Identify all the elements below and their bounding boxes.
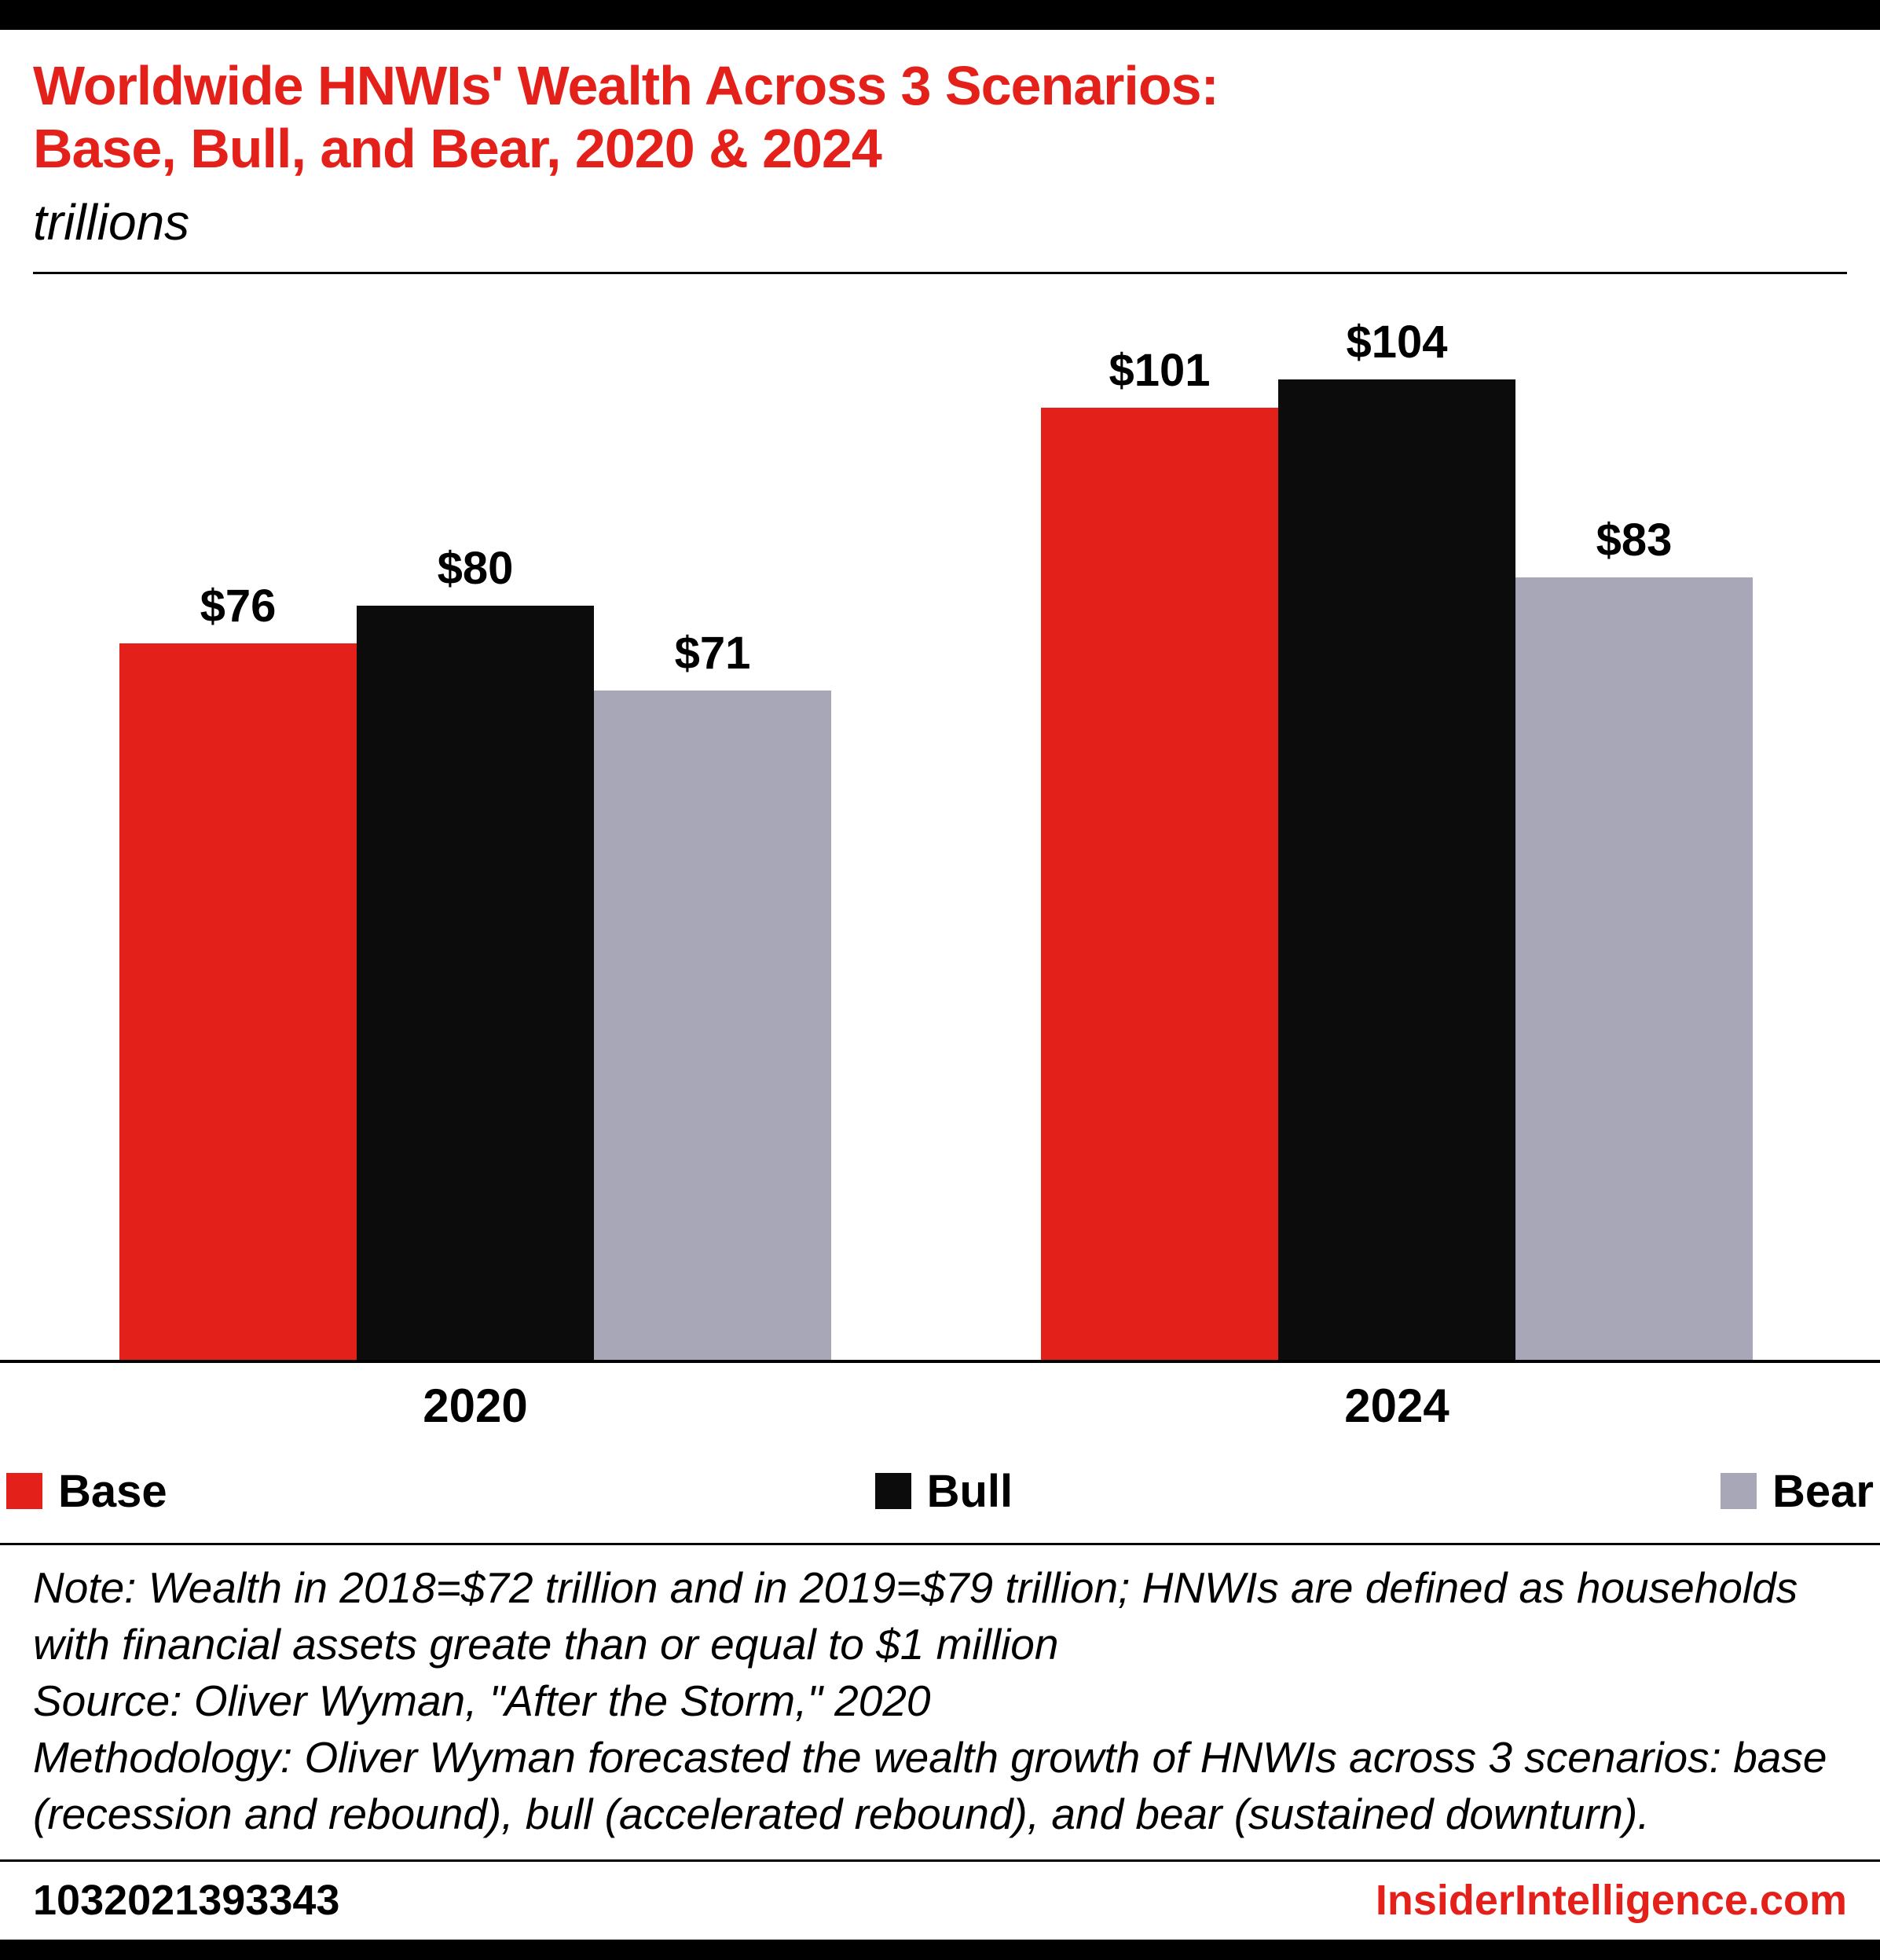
legend-swatch-base xyxy=(6,1473,42,1510)
bar-value-label: $83 xyxy=(1596,514,1673,566)
bar-group-2024: $101 $104 $83 2024 xyxy=(1041,307,1753,1432)
page-content: Worldwide HNWIs' Wealth Across 3 Scenari… xyxy=(0,30,1880,1940)
bar xyxy=(1278,379,1515,1360)
chart-legend: Base Bull Bear xyxy=(6,1465,1874,1518)
bar-value-label: $104 xyxy=(1346,316,1448,368)
bottom-black-bar xyxy=(0,1940,1880,1960)
category-label: 2024 xyxy=(1344,1379,1449,1432)
bar-value-label: $80 xyxy=(437,542,514,594)
legend-label-base: Base xyxy=(58,1465,167,1517)
legend-swatch-bear xyxy=(1721,1473,1757,1510)
chart-footer: 1032021393343 InsiderIntelligence.com xyxy=(33,1862,1847,1937)
methodology-line: Methodology: Oliver Wyman forecasted the… xyxy=(33,1732,1827,1838)
bar-bear-2020: $71 xyxy=(594,627,831,1360)
legend-swatch-bull xyxy=(874,1473,911,1510)
bar-group-2020: $76 $80 $71 2020 xyxy=(119,307,831,1432)
page-title-line1: Worldwide HNWIs' Wealth Across 3 Scenari… xyxy=(33,55,1219,116)
note-line: Note: Wealth in 2018=$72 trillion and in… xyxy=(33,1563,1798,1669)
legend-item-base: Base xyxy=(6,1465,167,1518)
page-title: Worldwide HNWIs' Wealth Across 3 Scenari… xyxy=(33,55,1847,181)
x-axis-line xyxy=(0,1359,1880,1363)
category-label: 2020 xyxy=(423,1379,528,1432)
legend-item-bull: Bull xyxy=(874,1465,1013,1518)
bar xyxy=(357,605,594,1360)
source-line: Source: Oliver Wyman, "After the Storm,"… xyxy=(33,1676,931,1725)
legend-label-bull: Bull xyxy=(926,1465,1013,1517)
bar-bull-2024: $104 xyxy=(1278,316,1515,1360)
bars-row: $76 $80 $71 xyxy=(119,307,831,1360)
bar-value-label: $76 xyxy=(200,580,277,632)
bar-bull-2020: $80 xyxy=(357,542,594,1360)
divider xyxy=(0,1542,1880,1545)
bar-chart: $76 $80 $71 2020 $101 $104 $83 2024 xyxy=(0,307,1880,1445)
bar xyxy=(594,690,831,1360)
insider-intelligence-link[interactable]: InsiderIntelligence.com xyxy=(1375,1876,1847,1924)
bar-base-2024: $101 xyxy=(1041,344,1278,1360)
bar-value-label: $101 xyxy=(1109,344,1211,396)
legend-item-bear: Bear xyxy=(1721,1465,1874,1518)
bar xyxy=(119,643,357,1360)
bar-groups: $76 $80 $71 2020 $101 $104 $83 2024 xyxy=(33,307,1847,1432)
bar-value-label: $71 xyxy=(674,627,751,679)
bar xyxy=(1515,577,1753,1360)
bars-row: $101 $104 $83 xyxy=(1041,307,1753,1360)
bar-base-2020: $76 xyxy=(119,580,357,1360)
bar xyxy=(1041,407,1278,1360)
bar-bear-2024: $83 xyxy=(1515,514,1753,1360)
chart-id: 1032021393343 xyxy=(33,1876,340,1924)
page-subtitle: trillions xyxy=(33,193,190,251)
page-title-line2: Base, Bull, and Bear, 2020 & 2024 xyxy=(33,117,882,179)
legend-label-bear: Bear xyxy=(1772,1465,1874,1517)
chart-notes: Note: Wealth in 2018=$72 trillion and in… xyxy=(33,1559,1847,1842)
divider xyxy=(33,271,1847,274)
top-black-bar xyxy=(0,0,1880,30)
divider xyxy=(0,1859,1880,1862)
